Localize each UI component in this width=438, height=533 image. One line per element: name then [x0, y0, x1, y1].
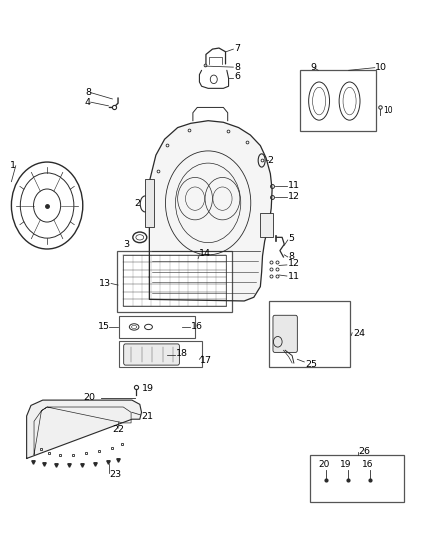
Text: 10: 10	[375, 63, 387, 72]
Text: 14: 14	[199, 249, 212, 258]
Text: 2: 2	[268, 156, 274, 165]
Text: 8: 8	[85, 88, 91, 97]
Text: 1: 1	[10, 161, 16, 170]
Text: 9: 9	[311, 63, 316, 72]
Polygon shape	[27, 400, 141, 458]
Bar	[269, 301, 350, 367]
Text: 6: 6	[234, 72, 240, 81]
Text: 16: 16	[191, 322, 203, 332]
Bar	[145, 179, 154, 227]
Text: 12: 12	[288, 260, 300, 268]
Text: 8: 8	[234, 63, 240, 71]
Bar	[123, 255, 226, 306]
Bar	[119, 316, 195, 338]
FancyBboxPatch shape	[124, 344, 180, 365]
Text: 20: 20	[83, 393, 95, 402]
Bar	[119, 341, 201, 367]
Bar	[117, 251, 232, 312]
Text: 3: 3	[123, 240, 129, 249]
Text: 8: 8	[289, 253, 295, 262]
Bar	[300, 70, 376, 131]
Text: 23: 23	[110, 470, 121, 479]
Text: 20: 20	[318, 460, 330, 469]
Polygon shape	[149, 120, 272, 301]
Text: 4: 4	[85, 98, 91, 107]
Bar	[260, 214, 273, 237]
Text: 21: 21	[141, 411, 154, 421]
Text: 22: 22	[113, 425, 124, 434]
Bar	[311, 455, 404, 503]
Text: 16: 16	[362, 460, 374, 469]
FancyBboxPatch shape	[273, 316, 297, 352]
Text: 17: 17	[200, 357, 212, 366]
Text: 12: 12	[288, 192, 300, 201]
Text: 7: 7	[234, 44, 240, 53]
Text: 24: 24	[353, 329, 365, 338]
Text: 26: 26	[358, 447, 370, 456]
Text: 18: 18	[176, 350, 187, 359]
Text: 19: 19	[141, 384, 154, 393]
Text: 15: 15	[98, 322, 110, 332]
Text: 2: 2	[134, 199, 140, 208]
Text: 25: 25	[305, 360, 317, 368]
Text: 5: 5	[289, 235, 295, 244]
Text: 11: 11	[288, 271, 300, 280]
Text: 10: 10	[384, 106, 393, 115]
Text: 13: 13	[99, 279, 111, 288]
Text: 19: 19	[340, 460, 352, 469]
Text: 11: 11	[288, 181, 300, 190]
